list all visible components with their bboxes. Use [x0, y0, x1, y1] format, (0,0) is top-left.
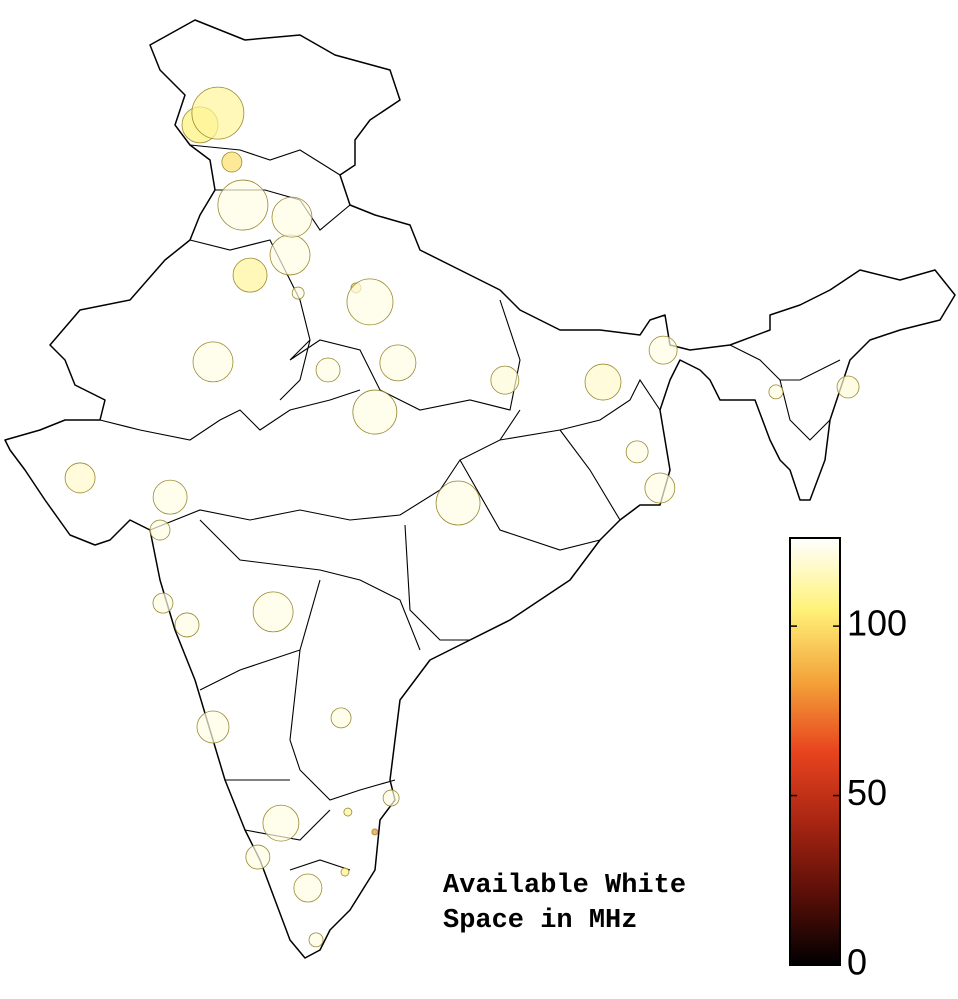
- bubble: [245, 844, 271, 870]
- bubble: [149, 519, 171, 541]
- bubble: [315, 357, 341, 383]
- bubble: [836, 375, 860, 399]
- bubble: [340, 867, 350, 877]
- bubble: [382, 789, 400, 807]
- bubble: [371, 828, 379, 836]
- bubble: [232, 257, 268, 293]
- bubble: [625, 440, 649, 464]
- country-outline: [4, 19, 956, 959]
- bubble: [768, 384, 784, 400]
- bubble: [191, 86, 245, 140]
- bubble: [192, 341, 234, 383]
- bubble: [174, 612, 200, 638]
- bubble: [379, 344, 417, 382]
- colorbar-tick-label: 100: [847, 603, 907, 644]
- bubble: [269, 234, 311, 276]
- bubble: [346, 278, 394, 326]
- colorbar-scale: [789, 537, 841, 966]
- bubble: [217, 179, 269, 231]
- bubbles: [64, 86, 860, 948]
- legend-title: Available White: [443, 871, 686, 901]
- bubble: [352, 389, 398, 435]
- colorbar-tick-label: 50: [847, 772, 887, 813]
- bubble: [584, 363, 622, 401]
- bubble: [252, 591, 294, 633]
- bubble: [293, 873, 323, 903]
- bubble: [308, 932, 324, 948]
- bubble: [644, 472, 676, 504]
- legend-title: Space in MHz: [443, 906, 637, 936]
- bubble: [271, 196, 313, 238]
- bubble: [648, 335, 678, 365]
- bubble: [152, 592, 174, 614]
- bubble: [196, 710, 230, 744]
- colorbar: 0 50 100: [789, 537, 907, 983]
- bubble: [330, 707, 352, 729]
- bubble: [291, 286, 305, 300]
- bubble: [343, 807, 353, 817]
- bubble: [64, 462, 96, 494]
- state-borders: [99, 144, 841, 871]
- bubble: [152, 479, 188, 515]
- bubble: [490, 365, 520, 395]
- bubble: [221, 151, 243, 173]
- bubble: [262, 804, 300, 842]
- bubble: [435, 480, 481, 526]
- colorbar-tick-label: 0: [847, 942, 867, 983]
